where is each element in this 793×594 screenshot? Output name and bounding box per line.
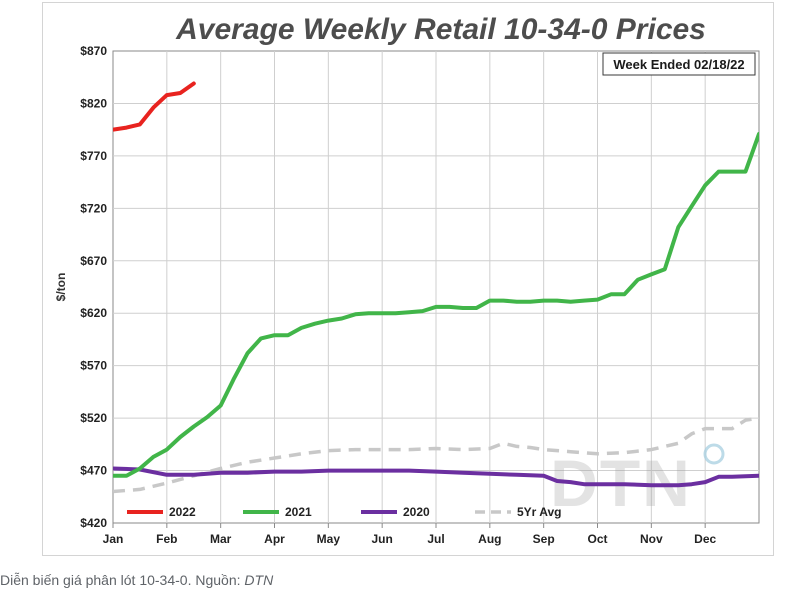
x-tick-label: Sep [533, 532, 555, 546]
figure-caption: Diễn biến giá phân lót 10-34-0. Nguồn: D… [0, 572, 273, 588]
legend-label: 2021 [285, 505, 312, 519]
x-tick-label: Apr [264, 532, 285, 546]
legend-item: 2020 [361, 505, 430, 519]
series-line-2020 [113, 466, 759, 488]
x-tick-label: Dec [694, 532, 716, 546]
y-tick-label: $870 [80, 44, 107, 58]
y-tick-label: $670 [80, 254, 107, 268]
y-tick-label: $570 [80, 359, 107, 373]
y-tick-label: $720 [80, 201, 107, 215]
y-tick-label: $820 [80, 96, 107, 110]
x-tick-label: Jan [103, 532, 124, 546]
x-tick-label: Aug [478, 532, 501, 546]
chart-frame: DTN $420 $470 $520 $570 $620 $670 $720 $770 $820… [42, 2, 774, 556]
legend-label: 2020 [403, 505, 430, 519]
y-tick-label: $520 [80, 411, 107, 425]
watermark-dot-icon [703, 443, 725, 465]
x-tick-label: Oct [587, 532, 607, 546]
legend-label: 2022 [169, 505, 196, 519]
caption-source: DTN [244, 572, 274, 588]
caption-text: Diễn biến giá phân lót 10-34-0. Nguồn: [0, 572, 245, 588]
x-tick-label: May [317, 532, 341, 546]
legend-item: 2022 [127, 505, 196, 519]
y-tick-label: $470 [80, 464, 107, 478]
series-line-2022 [113, 81, 196, 132]
x-tick-label: Nov [640, 532, 663, 546]
x-tick-label: Jun [371, 532, 392, 546]
y-tick-label: $620 [80, 306, 107, 320]
legend-item: 5Yr Avg [475, 505, 561, 519]
y-axis-label: $/ton [54, 273, 68, 302]
series-line-2021 [113, 131, 759, 478]
chart-title: Average Weekly Retail 10-34-0 Prices [175, 13, 706, 46]
x-tick-label: Jul [427, 532, 444, 546]
y-tick-label: $770 [80, 149, 107, 163]
x-tick-label: Feb [156, 532, 177, 546]
x-tick-label: Mar [210, 532, 232, 546]
y-tick-label: $420 [80, 516, 107, 530]
chart-subtitle: Week Ended 02/18/22 [613, 57, 744, 72]
series-line-5yr-avg [113, 416, 759, 494]
chart-svg: DTN $420$470$520$570$620$670$720$770$820… [54, 13, 760, 546]
legend-label: 5Yr Avg [517, 505, 561, 519]
legend-item: 2021 [243, 505, 312, 519]
week-ended-box: Week Ended 02/18/22 [602, 52, 756, 76]
